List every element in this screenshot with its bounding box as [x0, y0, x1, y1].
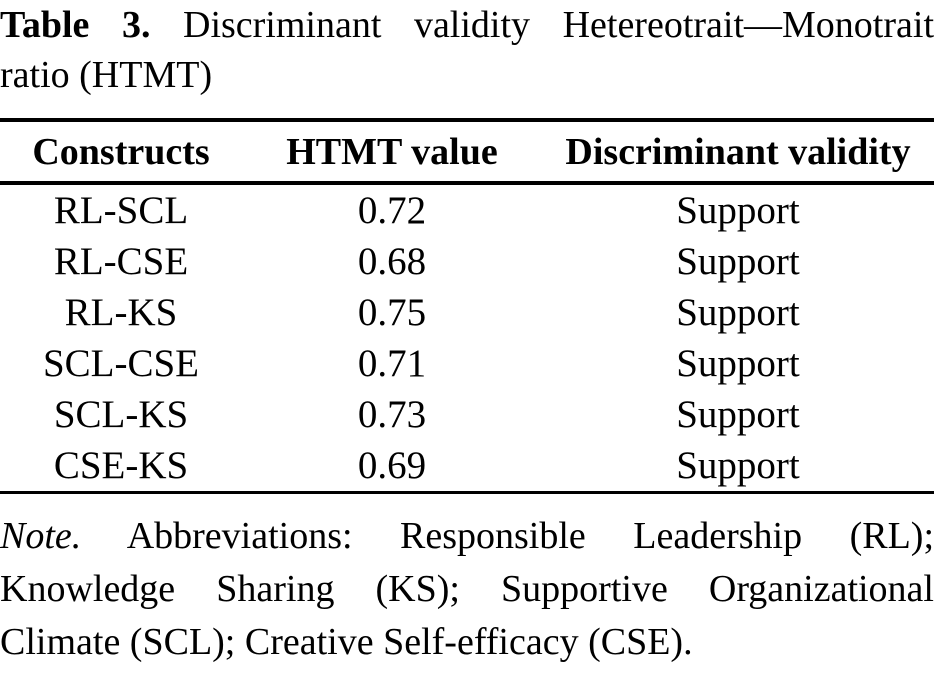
table-caption-line-2: ratio (HTMT) — [0, 54, 213, 96]
cell-htmt-value: 0.71 — [357, 342, 427, 385]
table-row: SCL-CSE 0.71 Support — [0, 338, 934, 389]
table-header: Constructs HTMT value Discriminant valid… — [0, 120, 934, 185]
note-line-3: Climate (SCL); Creative Self-efficacy (C… — [0, 621, 693, 663]
cell-constructs: SCL-CSE — [42, 342, 200, 385]
cell-htmt-value: 0.72 — [357, 189, 427, 232]
cell-validity: Support — [676, 189, 800, 232]
table-caption-line-1: Table 3. Discriminant validity Hetereotr… — [0, 0, 934, 50]
col-header-constructs: Constructs — [0, 120, 242, 185]
cell-htmt-value: 0.73 — [357, 393, 427, 436]
cell-constructs: SCL-KS — [53, 393, 189, 436]
col-header-htmt-value: HTMT value — [242, 120, 542, 185]
cell-constructs: RL-CSE — [53, 240, 189, 283]
table-body: RL-SCL 0.72 Support RL-CSE 0.68 Support … — [0, 183, 934, 493]
header-row: Constructs HTMT value Discriminant valid… — [0, 120, 934, 185]
table-row: RL-CSE 0.68 Support — [0, 236, 934, 287]
col-header-discriminant-validity: Discriminant validity — [542, 120, 934, 185]
cell-validity: Support — [676, 444, 800, 487]
cell-validity: Support — [676, 291, 800, 334]
table-caption-text: Discriminant validity Hetereotrait—Monot… — [183, 4, 934, 46]
cell-validity: Support — [676, 342, 800, 385]
table-row: CSE-KS 0.69 Support — [0, 440, 934, 493]
cell-constructs: RL-KS — [64, 291, 178, 334]
table-note: Note. Abbreviations: Responsible Leaders… — [0, 510, 934, 669]
cell-htmt-value: 0.69 — [357, 444, 427, 487]
table-row: RL-KS 0.75 Support — [0, 287, 934, 338]
note-text: Abbreviations: Responsible Leadership (R… — [126, 515, 934, 557]
cell-constructs: RL-SCL — [53, 189, 189, 232]
table-row: RL-SCL 0.72 Support — [0, 183, 934, 236]
cell-validity: Support — [676, 240, 800, 283]
htmt-table: Constructs HTMT value Discriminant valid… — [0, 118, 934, 494]
table-row: SCL-KS 0.73 Support — [0, 389, 934, 440]
cell-constructs: CSE-KS — [53, 444, 189, 487]
cell-htmt-value: 0.75 — [357, 291, 427, 334]
cell-htmt-value: 0.68 — [357, 240, 427, 283]
table-caption: Table 3. Discriminant validity Hetereotr… — [0, 0, 934, 100]
note-line-2: Knowledge Sharing (KS); Supportive Organ… — [0, 568, 934, 610]
note-line-1: Note. Abbreviations: Responsible Leaders… — [0, 510, 934, 563]
table-number-label: Table 3. — [0, 4, 151, 46]
cell-validity: Support — [676, 393, 800, 436]
note-label: Note. — [0, 515, 82, 557]
